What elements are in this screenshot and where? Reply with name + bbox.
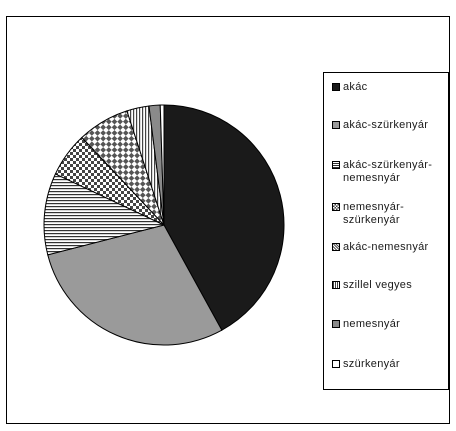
legend-item: szillel vegyes	[332, 279, 451, 292]
legend-label: akác	[343, 81, 368, 93]
legend-label: akác-szürkenyár-nemesnyár	[343, 159, 433, 184]
legend-swatch	[332, 360, 340, 368]
pie-slice-1	[163, 104, 285, 331]
legend-swatch	[332, 203, 340, 211]
legend-item: akác-nemesnyár	[332, 241, 451, 254]
legend-label: szillel vegyes	[343, 279, 413, 291]
legend-item: nemesnyár-szürkenyár	[332, 201, 451, 227]
pie-slice-3	[43, 173, 166, 256]
pie-slice-2	[47, 224, 223, 346]
chart-frame: akác akác-szürkenyár akác-szürkenyár-nemes…	[6, 16, 450, 424]
legend-label: nemesnyár	[343, 318, 401, 330]
legend-swatch	[332, 320, 340, 328]
legend-swatch	[332, 83, 340, 91]
legend-swatch	[332, 121, 340, 129]
legend-label: akác-szürkenyár	[343, 119, 429, 131]
legend-swatch	[332, 243, 340, 251]
legend-swatch	[332, 281, 340, 289]
legend-item: akác	[332, 81, 451, 94]
legend-item: nemesnyár	[332, 318, 451, 331]
legend-item: akác-szürkenyár	[332, 119, 451, 132]
pie-slice-8	[159, 104, 165, 226]
pie-chart	[43, 104, 285, 346]
legend-item: akác-szürkenyár-nemesnyár	[332, 159, 451, 185]
legend-label: akác-nemesnyár	[343, 241, 429, 253]
legend-item: szürkenyár	[332, 358, 451, 371]
legend-swatch	[332, 161, 340, 169]
legend: akác akác-szürkenyár akác-szürkenyár-nemes…	[323, 72, 449, 390]
legend-label: nemesnyár-szürkenyár	[343, 201, 405, 226]
legend-label: szürkenyár	[343, 358, 400, 370]
